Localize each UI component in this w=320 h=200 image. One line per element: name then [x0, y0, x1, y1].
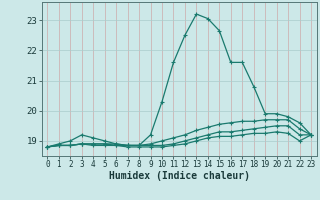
X-axis label: Humidex (Indice chaleur): Humidex (Indice chaleur) [109, 171, 250, 181]
